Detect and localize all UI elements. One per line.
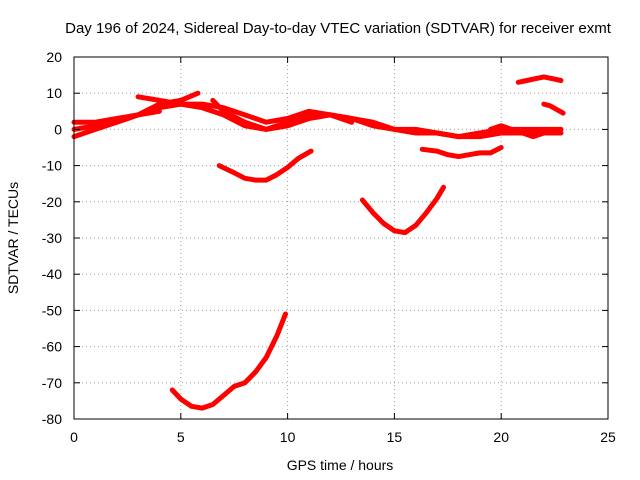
series-arc-12 [488,123,547,140]
x-tick-label: 25 [600,429,616,445]
y-tick-label: -50 [42,302,62,318]
series-arc-11 [541,101,566,116]
y-tick-label: 0 [54,121,62,137]
series-arc-6 [216,148,314,183]
y-tick-label: 20 [46,49,62,65]
y-tick-label: 10 [46,85,62,101]
x-tick-label: 10 [280,429,296,445]
y-tick-label: -40 [42,266,62,282]
series-arc-8 [169,311,288,411]
axes: 0 5 10 15 20 25 20 10 0 -10 -20 -30 -40 -50 -60 -70 -80 [42,49,616,445]
series-arc-9 [419,145,504,160]
series-arc-10 [515,74,564,85]
y-axis-label: SDTVAR / TECUs [5,182,21,294]
y-tick-label: -80 [42,411,62,427]
data-series [71,74,566,411]
series-arc-7 [359,184,446,236]
y-tick-label: -10 [42,158,62,174]
y-tick-label: -20 [42,194,62,210]
y-tick-label: -30 [42,230,62,246]
chart-title: Day 196 of 2024, Sidereal Day-to-day VTE… [65,20,612,37]
series-arc-4 [71,108,162,125]
y-tick-label: -70 [42,375,62,391]
series-arc-5 [210,97,564,140]
x-tick-label: 15 [387,429,403,445]
x-tick-label: 0 [70,429,78,445]
x-tick-label: 5 [177,429,185,445]
y-tick-label: -60 [42,339,62,355]
x-axis-label: GPS time / hours [287,457,394,473]
x-tick-label: 20 [493,429,509,445]
grid [74,57,608,419]
series-arc-3 [135,94,355,125]
